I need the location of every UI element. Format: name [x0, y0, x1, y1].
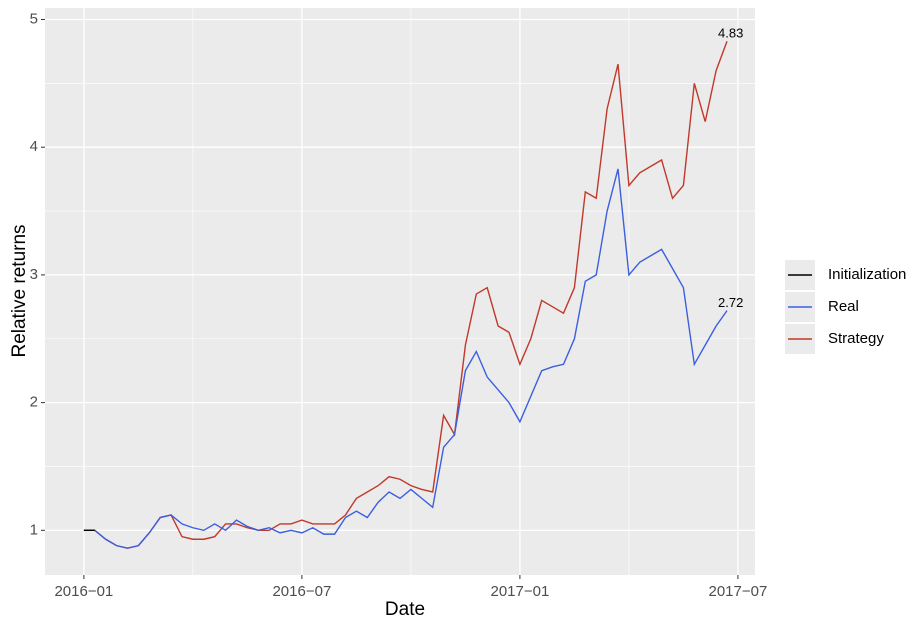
y-axis-title: Relative returns	[9, 224, 30, 357]
y-tick-label: 4	[30, 138, 38, 155]
legend-label: Real	[828, 298, 859, 315]
x-tick-label: 2016−07	[272, 583, 331, 600]
annotation: 4.83	[718, 26, 743, 41]
x-tick-label: 2017−01	[490, 583, 549, 600]
annotation: 2.72	[718, 295, 743, 310]
legend-label: Initialization	[828, 266, 906, 283]
plot-panel	[45, 8, 755, 575]
x-axis-title: Date	[385, 599, 425, 620]
y-tick-label: 1	[30, 521, 38, 538]
x-tick-label: 2017−07	[709, 583, 768, 600]
y-tick-label: 5	[30, 10, 38, 27]
series-line	[83, 40, 728, 549]
legend-label: Strategy	[828, 330, 884, 347]
series-line	[83, 168, 728, 549]
x-tick-label: 2016−01	[54, 583, 113, 600]
y-tick-label: 2	[30, 394, 38, 411]
y-tick-label: 3	[30, 266, 38, 283]
